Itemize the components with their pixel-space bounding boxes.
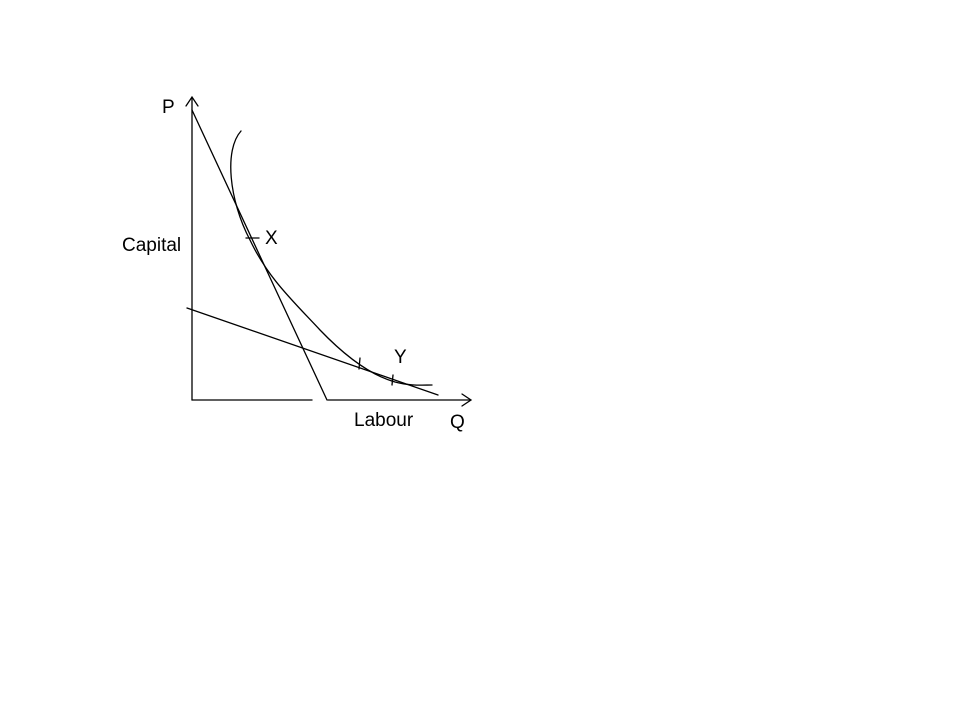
steep-isocost-line	[191, 109, 328, 401]
quantity-axis-label: Q	[450, 412, 465, 433]
tick-mark-y-left	[358, 357, 361, 370]
point-y-label: Y	[394, 347, 407, 368]
vertical-axis-arrowhead	[185, 95, 199, 107]
flat-isocost-line	[186, 307, 439, 396]
point-x-label: X	[265, 228, 278, 249]
price-axis-label: P	[162, 97, 175, 118]
isoquant-curve	[230, 130, 433, 386]
tick-mark-y-right	[391, 374, 394, 386]
labour-label: Labour	[354, 410, 414, 431]
horizontal-axis-arrowhead	[461, 393, 473, 407]
capital-label: Capital	[122, 235, 182, 256]
